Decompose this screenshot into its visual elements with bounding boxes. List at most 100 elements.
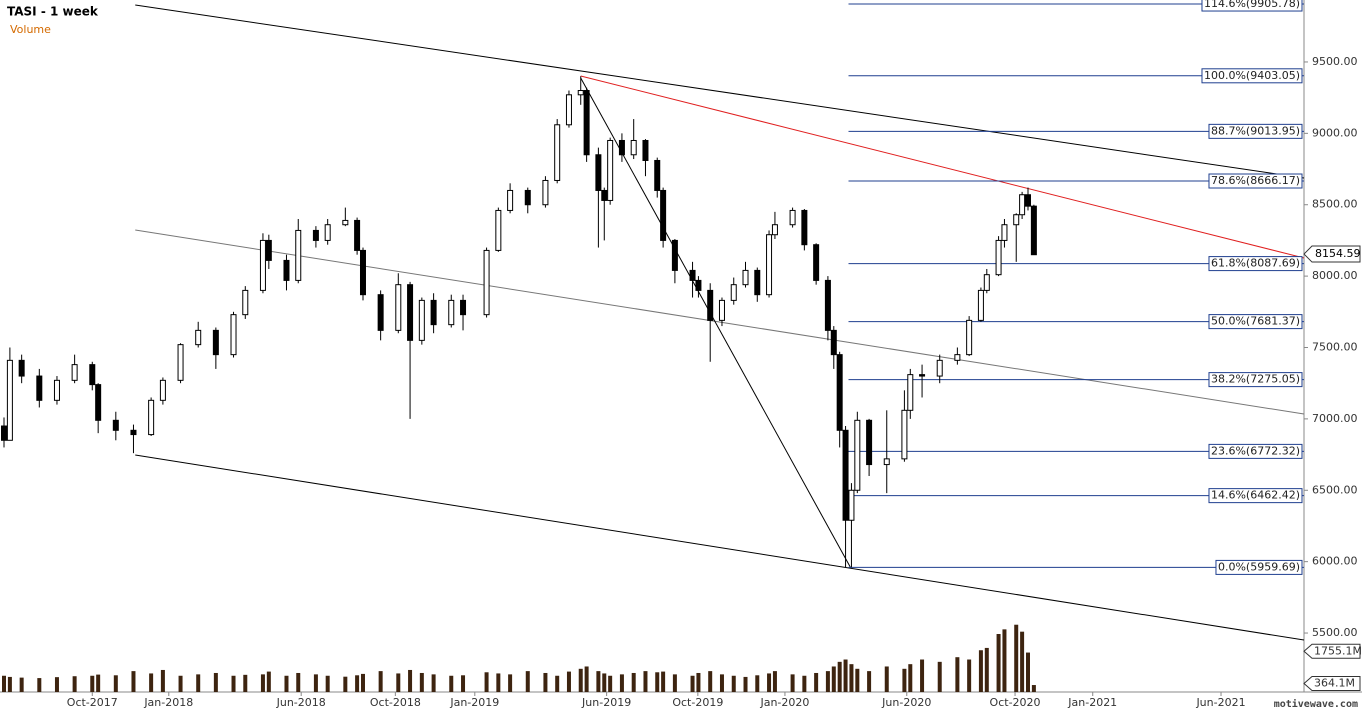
volume-bar [1025,652,1030,692]
candle-body [483,249,490,316]
candle-body [283,259,290,281]
volume-bar [296,672,301,692]
candle-body [577,90,584,96]
y-tick-label: 9500.00 [1312,55,1358,68]
volume-bar [790,674,795,692]
volume-bar [955,657,960,692]
x-tick-label: Oct-2017 [67,696,118,709]
volume-bar [731,675,736,692]
volume-bar [867,671,872,692]
candle-body [730,284,737,301]
volume-bar [96,674,101,692]
volume-bar [608,675,613,692]
candle-body [495,209,502,251]
volume-bar [772,671,777,692]
volume-bar [602,673,607,692]
candle-body [660,189,667,241]
fib-label-box [1208,314,1303,330]
volume-bar [449,675,454,692]
volume-bar [802,675,807,692]
volume-bar [19,677,24,692]
volume-bar [496,673,501,692]
candle-body [695,279,702,291]
volume-bar [920,659,925,692]
volume-bar [978,650,983,692]
candle-body [919,374,926,377]
candle-body [742,269,749,286]
volume-label: Volume [10,23,51,36]
fib-label: 61.8%(8087.69) [1211,257,1300,270]
volume-bar [690,675,695,692]
volume-bar [566,671,571,692]
candle-body [524,189,531,206]
y-tick-label: 5500.00 [1312,626,1358,639]
y-tick-label: 8000.00 [1312,269,1358,282]
y2-tick-box [1303,643,1361,659]
volume-bar [113,675,118,692]
volume-bar [72,676,77,692]
y2-tick-label: 364.1M [1314,677,1355,690]
last-price-label: 8154.59 [1315,247,1361,260]
volume-bar [967,659,972,692]
candle-body [583,90,590,156]
volume-bar [396,673,401,692]
volume-bar [843,659,848,692]
candle-body [377,294,384,331]
fib-label: 88.7%(9013.95) [1211,124,1300,137]
volume-bar [243,674,248,692]
candle-body [448,299,455,326]
candle-body [901,409,908,460]
fib-label: 78.6%(8666.17) [1211,174,1300,187]
candle-body [130,429,137,436]
candle-body [407,284,414,341]
candle-body [689,269,696,281]
volume-bar [508,674,513,692]
fib-label: 100.0%(9403.05) [1204,69,1300,82]
candle-body [1013,214,1020,226]
volume-bar [902,668,907,692]
fib-label: 23.6%(6772.32) [1211,444,1300,457]
fib-label: 114.6%(9905.78) [1204,0,1300,10]
fib-label-box [1208,372,1303,388]
candle-body [848,489,855,521]
x-tick-label: Jun-2020 [881,696,931,709]
watermark: motivewave.com [1274,698,1358,710]
volume-bar [996,634,1001,692]
x-tick-label: Oct-2020 [990,696,1041,709]
x-tick-label: Jan-2021 [1067,696,1117,709]
candle-body [907,374,914,411]
volume-bar [631,672,636,692]
fib-label-box [1201,0,1303,12]
candle-body [813,244,820,281]
volume-bar [231,675,236,692]
candle-body [112,419,119,431]
fib-label: 50.0%(7681.37) [1211,315,1300,328]
volume-bar [984,647,989,692]
candle-body [295,229,302,281]
fib-label-box [1208,123,1303,139]
candle-body [983,274,990,291]
volume-bar [831,666,836,692]
trendline [135,4,1305,179]
volume-bar [37,678,42,692]
candle-body [771,224,778,236]
candle-body [71,364,78,381]
volume-bar [284,675,289,692]
volume-bar [543,672,548,692]
volume-bar [213,672,218,692]
y-tick-label: 6000.00 [1312,555,1358,568]
candle-body [995,239,1002,276]
volume-bar [937,661,942,692]
candle-body [18,359,25,377]
fib-label-box [1201,68,1303,84]
volume-bar [884,666,889,692]
volume-bar [672,674,677,692]
x-tick-label: Jan-2020 [759,696,809,709]
y2-tick-label: 1755.1M [1314,644,1362,657]
volume-bar [719,674,724,692]
candle-body [242,289,249,316]
candle-body [1,425,8,441]
